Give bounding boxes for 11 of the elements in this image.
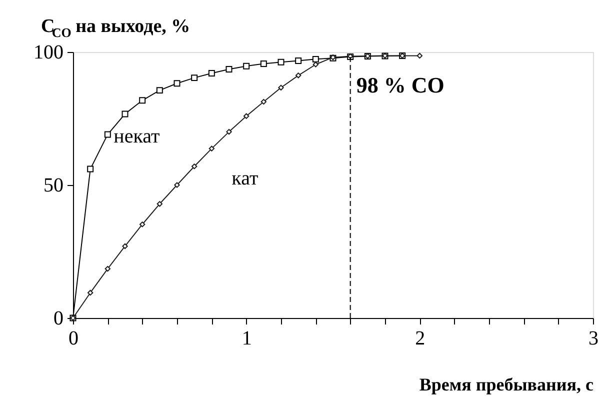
x-axis-title: Время пребывания, с — [419, 374, 594, 394]
x-tick-label: 0 — [68, 328, 78, 350]
ref-line-label: 98 % CO — [356, 72, 444, 98]
x-tick-label: 2 — [415, 328, 426, 350]
x-tick-label: 1 — [242, 328, 252, 350]
x-tick-label: 3 — [588, 328, 598, 350]
y-tick-label: 50 — [44, 174, 64, 196]
y-tick-label: 0 — [54, 308, 64, 330]
series-label: кат — [232, 168, 258, 190]
y-tick-label: 100 — [34, 42, 64, 64]
series-label: некат — [114, 125, 160, 148]
